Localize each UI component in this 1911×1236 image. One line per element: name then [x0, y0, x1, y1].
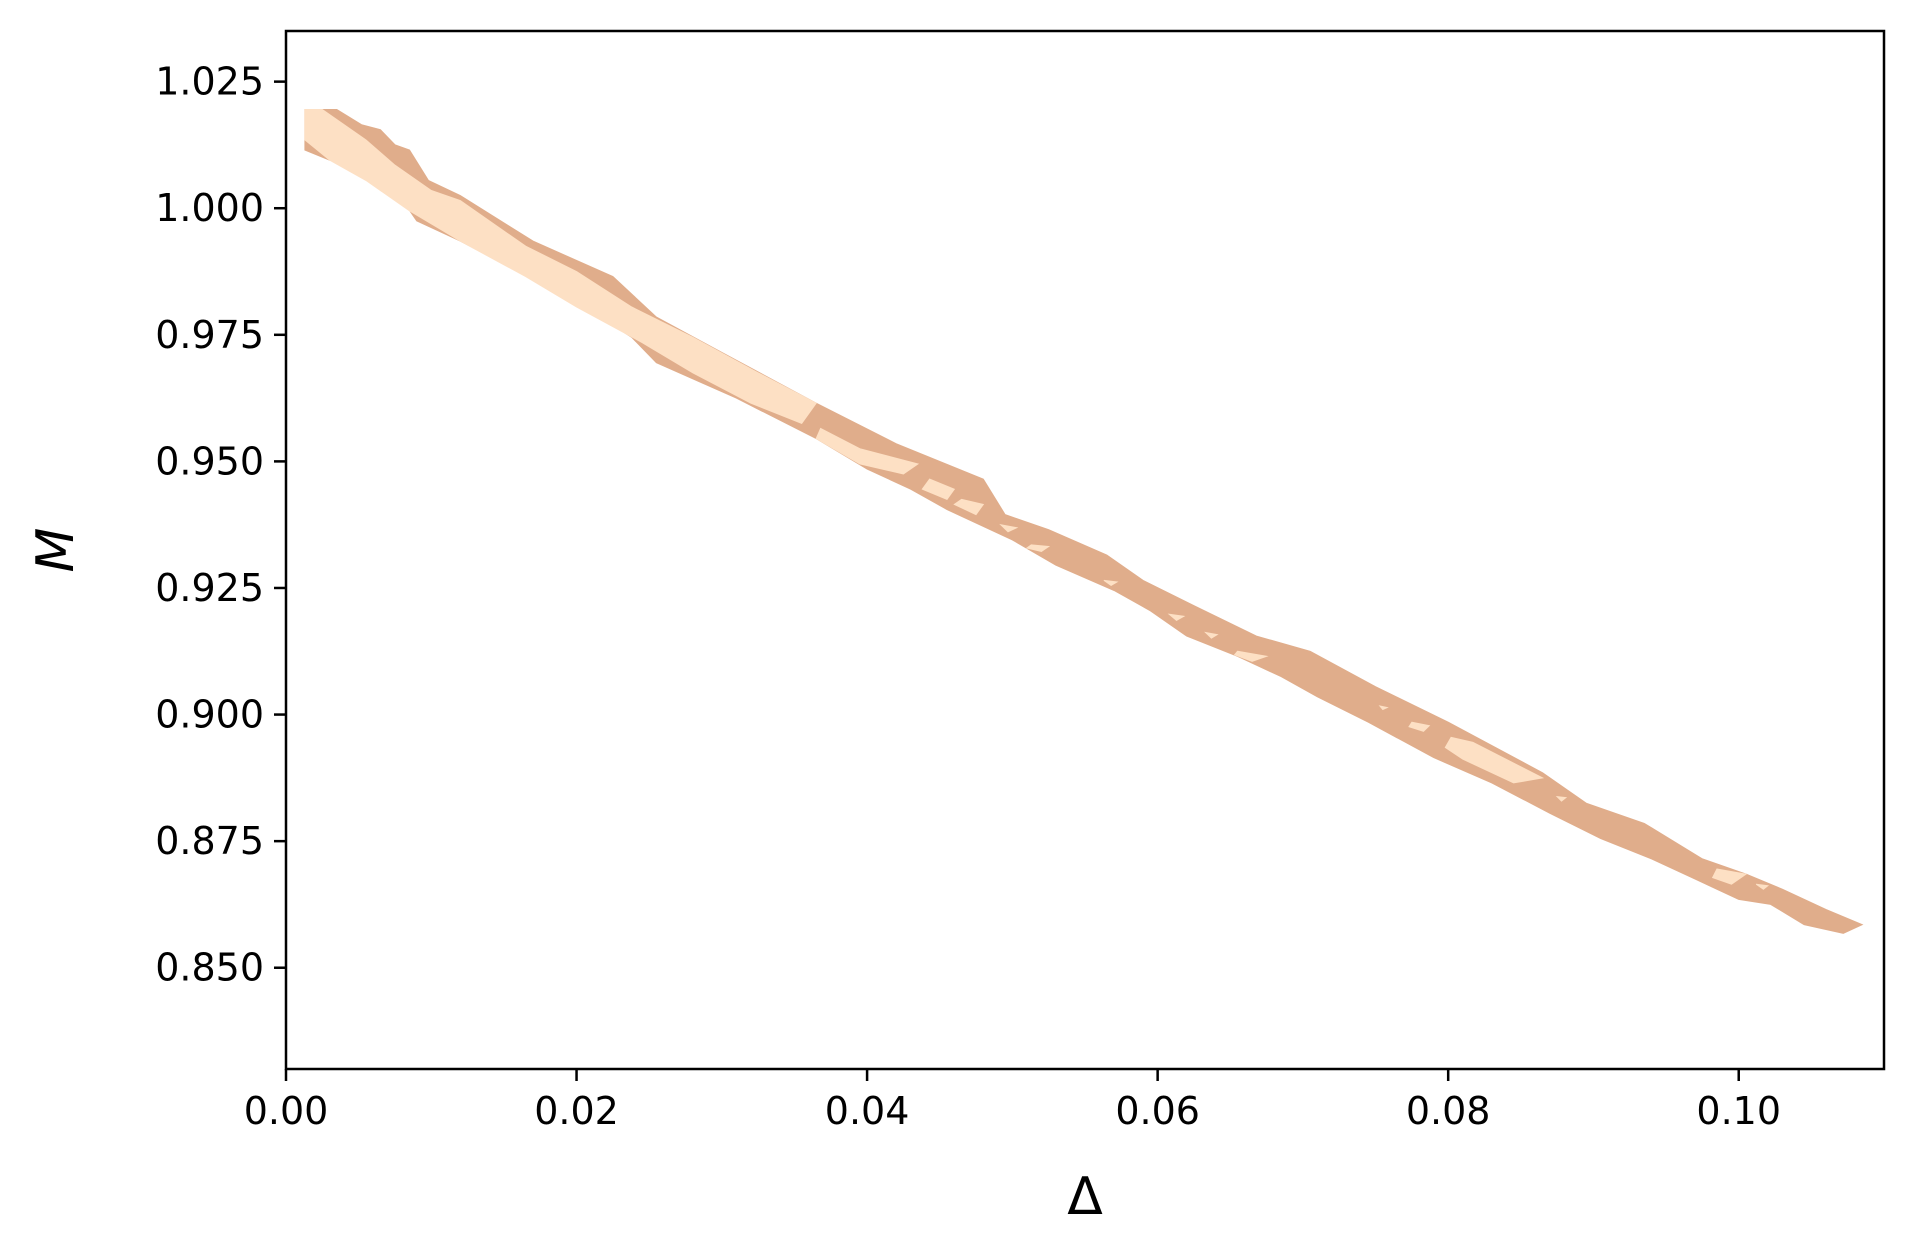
x-axis: 0.00 0.02 0.04 0.06 0.08 0.10	[244, 1069, 1781, 1133]
contour-region-inner-0	[304, 109, 817, 425]
x-tick-label: 0.10	[1696, 1089, 1781, 1133]
y-tick-label: 0.975	[155, 313, 264, 357]
x-tick-label: 0.04	[825, 1089, 910, 1133]
contour-region-inner-5	[1025, 544, 1051, 553]
contour-region-inner-9	[1233, 650, 1269, 662]
contour-region-inner-7	[1167, 613, 1186, 622]
y-tick-label: 1.000	[155, 186, 264, 230]
contour-regions	[304, 109, 1864, 934]
x-axis-label: Δ	[1067, 1167, 1103, 1227]
contour-region-inner-15	[1755, 883, 1770, 890]
contour-region-inner-13	[1555, 795, 1568, 802]
contour-region-inner-8	[1204, 631, 1219, 639]
contour-region-outer-0	[304, 109, 1864, 934]
y-axis: 0.850 0.875 0.900 0.925 0.950 0.975 1.000 1.025	[155, 60, 286, 990]
contour-region-inner-4	[999, 523, 1019, 533]
y-tick-label: 0.850	[155, 946, 264, 990]
contour-region-inner-14	[1711, 868, 1748, 885]
contour-region-inner-11	[1408, 721, 1431, 732]
y-tick-label: 0.875	[155, 819, 264, 863]
plot-frame	[284, 29, 1886, 1071]
y-tick-label: 0.900	[155, 693, 264, 737]
contour-region-inner-6	[1103, 579, 1119, 586]
x-tick-label: 0.06	[1115, 1089, 1200, 1133]
contour-region-inner-1	[815, 427, 920, 475]
y-tick-label: 1.025	[155, 60, 264, 104]
y-tick-label: 0.950	[155, 439, 264, 483]
x-tick-label: 0.00	[244, 1089, 329, 1133]
contour-region-inner-12	[1444, 736, 1545, 784]
contour-region-inner-3	[953, 498, 985, 516]
x-tick-label: 0.02	[534, 1089, 619, 1133]
contour-region-inner-10	[1378, 705, 1389, 711]
contour-region-inner-2	[921, 478, 956, 501]
x-tick-label: 0.08	[1406, 1089, 1491, 1133]
y-axis-label: M	[26, 528, 86, 573]
y-tick-label: 0.925	[155, 566, 264, 610]
